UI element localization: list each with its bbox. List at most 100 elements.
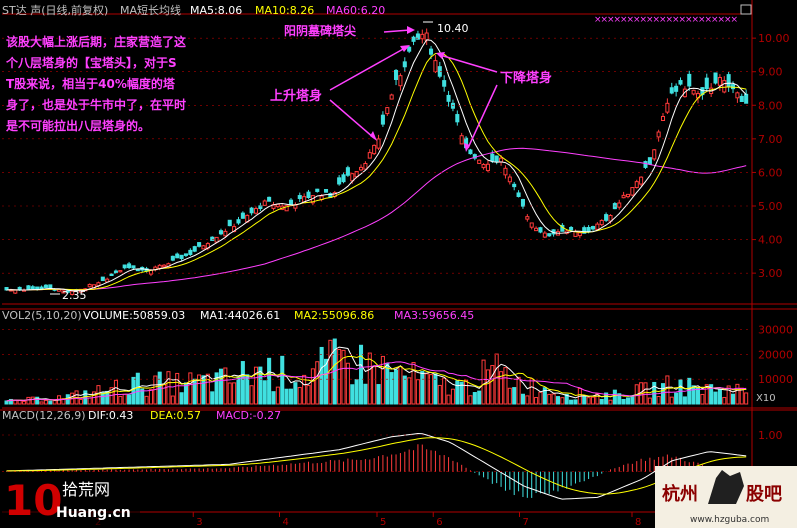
volume-bar [394, 369, 399, 405]
volume-bar [433, 373, 438, 405]
volume-bar [429, 374, 434, 405]
candle-body [569, 226, 574, 231]
date-tick-label: 5 [380, 517, 386, 528]
candle-body [691, 89, 696, 95]
volume-bar [660, 383, 666, 405]
description-text: 该股大幅上涨后期，庄家营造了这个八层塔身的【宝塔头】，对于S T股来说，相当于40… [5, 34, 186, 133]
volume-bar [350, 384, 355, 405]
volume-bar [302, 374, 307, 405]
annotation-arrows [329, 29, 498, 149]
volume-bar [459, 381, 464, 405]
arrow-to-tip [383, 29, 411, 33]
candle-body [376, 138, 381, 149]
watermark-bg [0, 472, 140, 528]
candle-body [288, 199, 294, 206]
candle-body [529, 222, 534, 228]
volume-bar [297, 387, 302, 405]
volume-bar [525, 395, 530, 405]
candle-body [717, 76, 722, 86]
price-axis: 10.00 9.00 8.00 7.00 6.00 5.00 4.00 3.00 [2, 32, 790, 280]
candle-body [582, 227, 587, 234]
volume-bar [232, 382, 237, 405]
brand-number: 10 [4, 476, 62, 525]
volume-bar [39, 401, 44, 405]
marker-x: × [640, 15, 648, 25]
description-line: 身了，也是处于牛市中了，在平时 [6, 97, 186, 112]
arrow-head [464, 143, 470, 152]
candle-body [87, 283, 92, 288]
volume-bar [516, 376, 521, 405]
candle-body [494, 155, 499, 163]
volume-bar [61, 398, 66, 405]
candle-body [634, 181, 639, 189]
description-line: 是不可能拉出八层塔身的。 [5, 118, 150, 133]
volume-bar [455, 380, 460, 405]
candle-body [262, 200, 267, 206]
price-tick-label: 6.00 [758, 166, 783, 179]
ma-label: MA短长均线 [120, 3, 181, 17]
candle-body [516, 192, 521, 197]
marker-x: × [711, 15, 719, 25]
marker-x: × [705, 15, 713, 25]
volume-bar [695, 387, 701, 405]
volume-bar [310, 368, 315, 405]
right-brand-1: 杭州 [662, 483, 698, 505]
candle-body [520, 199, 525, 207]
candle-body [65, 290, 70, 293]
volume-bar [8, 398, 13, 405]
volume-bar [372, 366, 377, 405]
macd-tick-label: 1.00 [758, 429, 783, 442]
volume-bar [35, 396, 40, 405]
volume-bar [665, 375, 670, 405]
candle-body [367, 152, 372, 159]
volume-bar [472, 392, 477, 405]
volume-bar [564, 393, 569, 405]
volume-bar [170, 395, 175, 405]
volume-bar [647, 397, 652, 405]
candle-body [665, 102, 670, 113]
top-marker-row: ×××××××××××××××××××××× [594, 4, 752, 25]
volume-bar [389, 372, 394, 405]
volume-bar [258, 366, 263, 405]
ma5-line [6, 39, 747, 292]
volume-bar [529, 378, 534, 405]
candle-body [201, 245, 206, 250]
candle-body [218, 230, 224, 235]
volume-bar [376, 384, 381, 405]
candle-body [236, 219, 241, 224]
volume-bar [630, 396, 635, 405]
candle-body [372, 144, 377, 155]
candle-body [315, 188, 320, 192]
marker-x: × [666, 15, 674, 25]
volume-bar [140, 388, 145, 405]
candle-body [192, 246, 197, 252]
candle-body [608, 214, 613, 222]
candle-body [214, 236, 219, 243]
volume-bar [22, 400, 27, 405]
volume-bar [407, 377, 412, 405]
right-url: www.hzguba.com [690, 515, 769, 525]
volume-bar [551, 393, 556, 405]
price-tick-label: 8.00 [758, 99, 783, 112]
window-box-icon [740, 4, 752, 15]
candle-body [485, 163, 490, 172]
candle-body [398, 75, 403, 87]
candle-body [525, 216, 530, 220]
volume-bar [214, 372, 219, 405]
volume-bar [345, 362, 350, 405]
description-line: 个八层塔身的【宝塔头】，对于S [5, 55, 177, 70]
candle-body [704, 77, 709, 90]
volume-bar [722, 396, 727, 405]
candle-body [306, 191, 311, 199]
volume-bar [218, 368, 224, 405]
volume-bar [446, 394, 451, 405]
vol-value: VOLUME:50859.03 [83, 309, 185, 322]
volume-bar [424, 373, 429, 405]
volume-bar [442, 377, 447, 405]
volume-bar [197, 374, 202, 405]
volume-bar [398, 365, 403, 405]
candle-body [249, 207, 254, 214]
volume-tick-label: 10000 [758, 373, 793, 386]
candle-body [534, 227, 539, 232]
volume-bar [700, 393, 705, 405]
